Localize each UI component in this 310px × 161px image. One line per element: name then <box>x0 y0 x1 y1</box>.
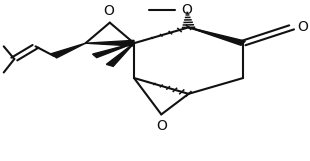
Polygon shape <box>106 43 134 66</box>
Polygon shape <box>51 43 86 58</box>
Polygon shape <box>188 27 245 45</box>
Polygon shape <box>93 43 134 58</box>
Text: O: O <box>156 119 167 133</box>
Text: O: O <box>103 4 114 18</box>
Text: O: O <box>297 20 308 34</box>
Polygon shape <box>86 40 134 46</box>
Text: O: O <box>181 3 192 17</box>
